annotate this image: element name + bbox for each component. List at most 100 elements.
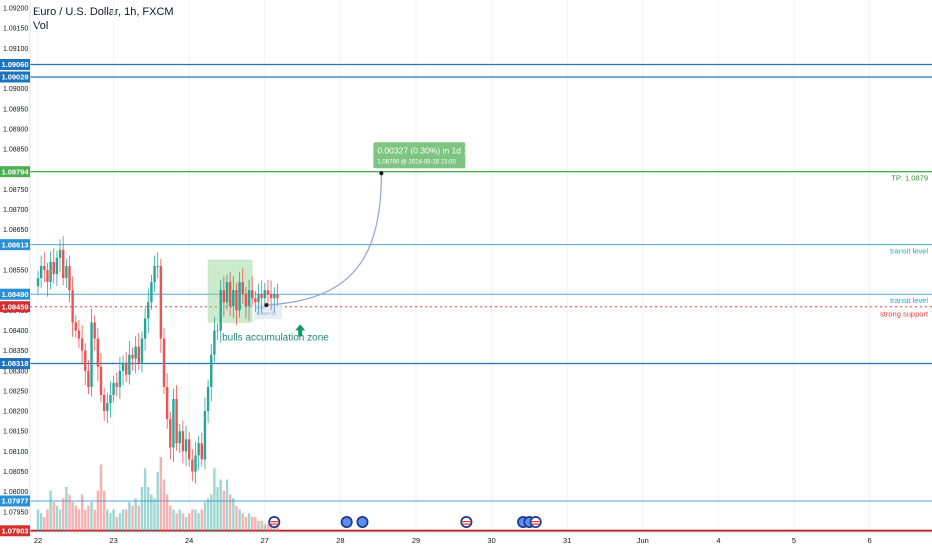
candle-body <box>200 443 203 460</box>
price-tick-label: 1.08100 <box>3 449 28 456</box>
time-tick-label: 23 <box>109 536 117 545</box>
volume-bar <box>244 517 248 532</box>
flag-stripe <box>270 523 279 525</box>
volume-bar <box>172 509 175 532</box>
time-axis[interactable]: 22 23 24 27 28 29 30 31 Jun 4 5 6 <box>0 531 932 550</box>
candle-body <box>102 394 106 412</box>
volume-bar <box>143 468 147 532</box>
candle-body <box>77 330 81 339</box>
candle-body <box>235 290 238 311</box>
price-tick-label: 1.07950 <box>3 509 28 516</box>
event-markers[interactable] <box>268 516 542 528</box>
volume-bar <box>165 494 169 532</box>
zone-label: bulls accumulation zone <box>222 332 329 343</box>
volume-bar <box>203 502 207 532</box>
candle-body <box>263 290 266 299</box>
volume-bar <box>269 524 273 532</box>
volume-bar <box>263 524 266 532</box>
price-tick-label: 1.09100 <box>3 46 28 53</box>
candle-body <box>191 459 194 472</box>
volume-bar <box>99 464 103 532</box>
candle-body <box>68 266 71 291</box>
candle-body <box>143 318 147 339</box>
candle-body <box>165 386 169 420</box>
candle-body <box>162 338 166 387</box>
level-badge-text: 1.09029 <box>1 73 28 82</box>
volume-bar <box>206 498 210 532</box>
volume-bar <box>235 505 238 532</box>
volume-bar <box>254 517 257 532</box>
candle-body <box>74 322 77 331</box>
time-tick-label: 28 <box>336 536 344 545</box>
flag-stripe <box>462 523 471 525</box>
candle-body <box>118 370 122 387</box>
volume-bar <box>276 524 279 532</box>
candle-body <box>137 346 140 363</box>
candle-body <box>49 261 52 283</box>
candle-body <box>84 350 87 371</box>
volume-bar <box>162 479 166 532</box>
volume-bar <box>80 494 84 532</box>
volume-bar <box>46 509 49 532</box>
time-tick-label: 24 <box>185 536 193 545</box>
volume-bar <box>238 509 241 532</box>
time-tick-label: 5 <box>792 536 796 545</box>
volume-bar <box>128 502 131 532</box>
up-arrow-icon <box>295 324 306 337</box>
volume-bar <box>153 498 156 532</box>
volume-bar <box>273 524 276 532</box>
volume-indicator-label: Vol <box>33 20 49 32</box>
candle-body <box>238 282 241 311</box>
volume-bar <box>216 487 219 532</box>
volume-bar <box>156 472 159 532</box>
volume-bar <box>106 509 109 532</box>
candle-body <box>121 362 125 371</box>
projection-summary: 0.00327 (0.30%) in 1d 13h <box>377 145 477 155</box>
time-tick-label: 6 <box>868 536 872 545</box>
candle-body <box>210 354 213 387</box>
price-tick-label: 1.08350 <box>3 348 28 355</box>
time-axis-bg <box>0 532 932 550</box>
volume-bar <box>213 468 216 532</box>
mini-box-text: 0.00 <box>256 305 265 310</box>
volume-bar <box>39 513 43 532</box>
volume-bar <box>194 509 197 532</box>
candle-body <box>131 354 134 359</box>
time-tick-label: 27 <box>261 536 269 545</box>
volume-bar <box>188 513 191 532</box>
price-tick-label: 1.09150 <box>3 26 28 33</box>
candle-body <box>172 399 175 448</box>
price-tick-label: 1.08400 <box>3 328 28 335</box>
projection-end-dot <box>379 171 384 176</box>
price-tick-label: 1.08700 <box>3 207 28 214</box>
volume-bar <box>247 513 251 532</box>
volume-bar <box>49 490 52 532</box>
candle-body <box>115 382 118 387</box>
flag-stripe <box>270 521 279 523</box>
volume-bar <box>197 513 200 532</box>
candle-body <box>80 338 84 351</box>
candle-body <box>216 330 219 332</box>
volume-bar <box>84 509 87 532</box>
volume-bar <box>210 494 213 532</box>
candle-body <box>197 443 200 456</box>
candle-body <box>188 439 191 460</box>
price-axis-bg <box>0 0 30 532</box>
candle-body <box>109 394 112 404</box>
volume-bar <box>55 505 59 532</box>
candles <box>36 236 279 484</box>
level-badge <box>0 71 30 83</box>
time-tick-label: Jun <box>637 536 649 545</box>
event-icon-inner <box>358 517 367 527</box>
price-tick-label: 1.08050 <box>3 469 28 476</box>
volume-bar <box>115 517 118 532</box>
price-tick-label: 1.09000 <box>3 86 28 93</box>
volume-bars <box>36 457 279 532</box>
candle-body <box>43 266 46 271</box>
volume-bar <box>68 494 71 532</box>
candle-body <box>225 282 229 303</box>
volume-bar <box>140 487 144 532</box>
price-axis[interactable]: 1.09200 1.09150 1.09100 1.09000 1.08950 1.089… <box>0 0 31 532</box>
price-tick-label: 1.08950 <box>3 106 28 113</box>
